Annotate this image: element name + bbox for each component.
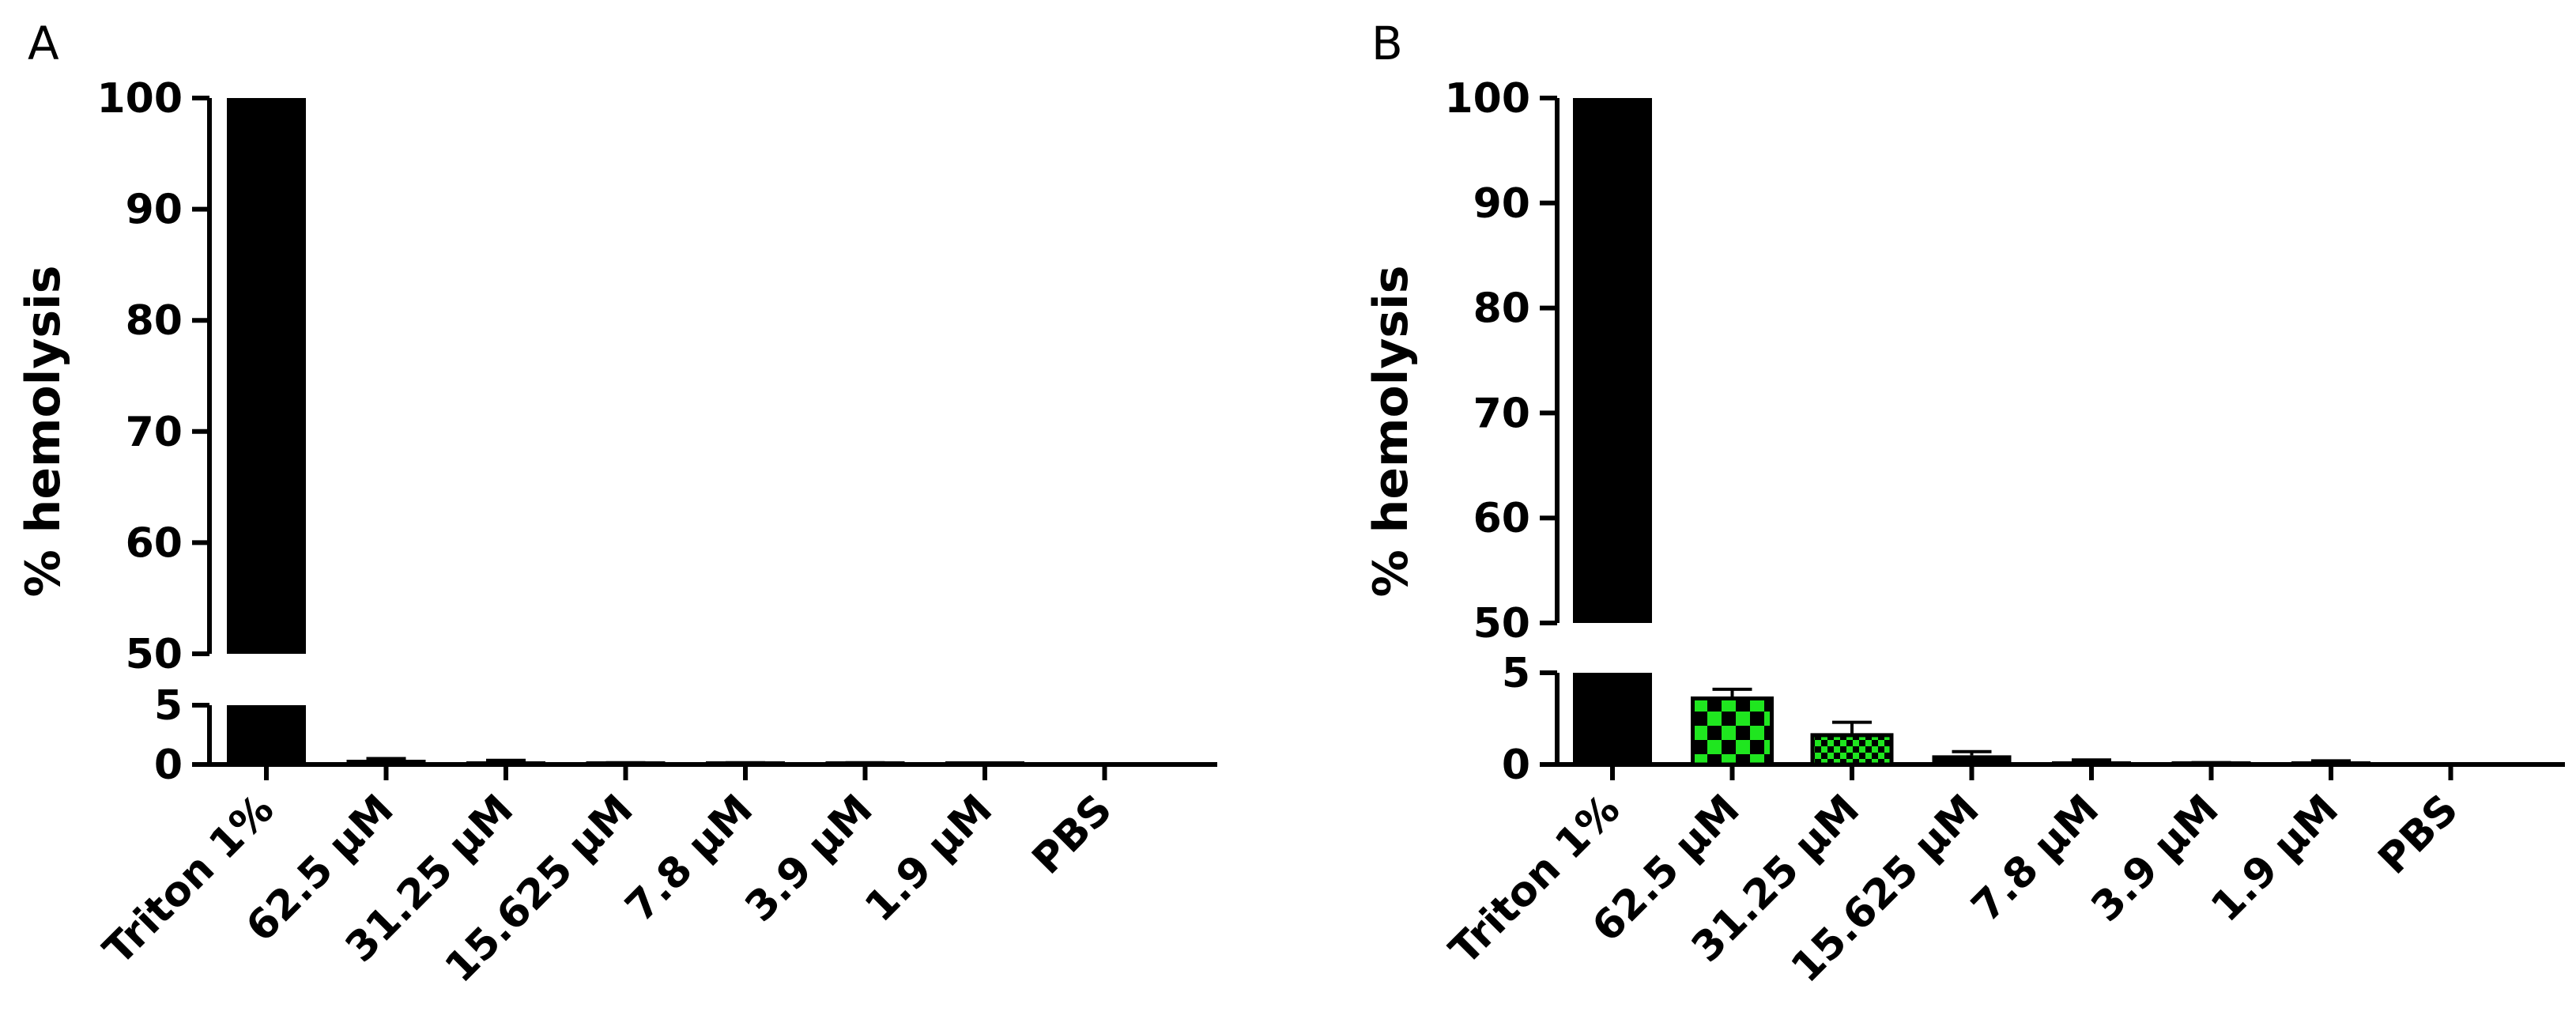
y-tick-label: 100 bbox=[96, 75, 183, 123]
bar bbox=[2052, 761, 2131, 764]
x-tick-label: 1.9 µM bbox=[2202, 786, 2348, 931]
y-tick-label: 5 bbox=[154, 682, 183, 730]
x-tick-label: Triton 1% bbox=[1441, 786, 1629, 974]
y-tick-label: 5 bbox=[1502, 650, 1530, 697]
y-tick-label: 90 bbox=[126, 187, 183, 234]
x-tick-label: 3.9 µM bbox=[737, 786, 882, 931]
bar bbox=[1573, 673, 1652, 764]
y-tick-label: 70 bbox=[1473, 390, 1530, 437]
bar bbox=[2291, 761, 2370, 764]
bar bbox=[1691, 696, 1774, 767]
panel-letter: B bbox=[1371, 17, 1403, 70]
bar bbox=[346, 760, 426, 764]
panel-letter: A bbox=[28, 17, 59, 70]
bar bbox=[1573, 98, 1652, 623]
y-tick-label: 50 bbox=[1473, 600, 1530, 647]
bar bbox=[1932, 755, 2012, 764]
bar bbox=[1810, 733, 1894, 767]
y-tick-label: 0 bbox=[1502, 742, 1530, 789]
bar bbox=[227, 705, 306, 764]
y-tick-label: 80 bbox=[1473, 285, 1530, 333]
x-tick-label: Triton 1% bbox=[95, 786, 283, 974]
y-tick-label: 70 bbox=[126, 409, 183, 456]
bar bbox=[227, 98, 306, 654]
x-tick-label: 1.9 µM bbox=[856, 786, 1001, 931]
x-tick-label: 3.9 µM bbox=[2083, 786, 2228, 931]
y-axis-title: % hemolysis bbox=[16, 266, 71, 598]
y-tick-label: 60 bbox=[1473, 495, 1530, 542]
x-tick-label: 7.8 µM bbox=[1963, 786, 2108, 931]
y-axis-title: % hemolysis bbox=[1363, 266, 1419, 598]
y-tick-label: 0 bbox=[154, 742, 183, 789]
y-tick-label: 50 bbox=[126, 631, 183, 678]
bar bbox=[466, 761, 545, 764]
y-tick-label: 80 bbox=[126, 297, 183, 345]
y-tick-label: 90 bbox=[1473, 180, 1530, 228]
y-tick-label: 100 bbox=[1444, 75, 1530, 123]
x-tick-label: 7.8 µM bbox=[617, 786, 762, 931]
y-tick-label: 60 bbox=[126, 519, 183, 567]
x-tick-label: PBS bbox=[2370, 786, 2468, 884]
x-tick-label: PBS bbox=[1024, 786, 1122, 884]
